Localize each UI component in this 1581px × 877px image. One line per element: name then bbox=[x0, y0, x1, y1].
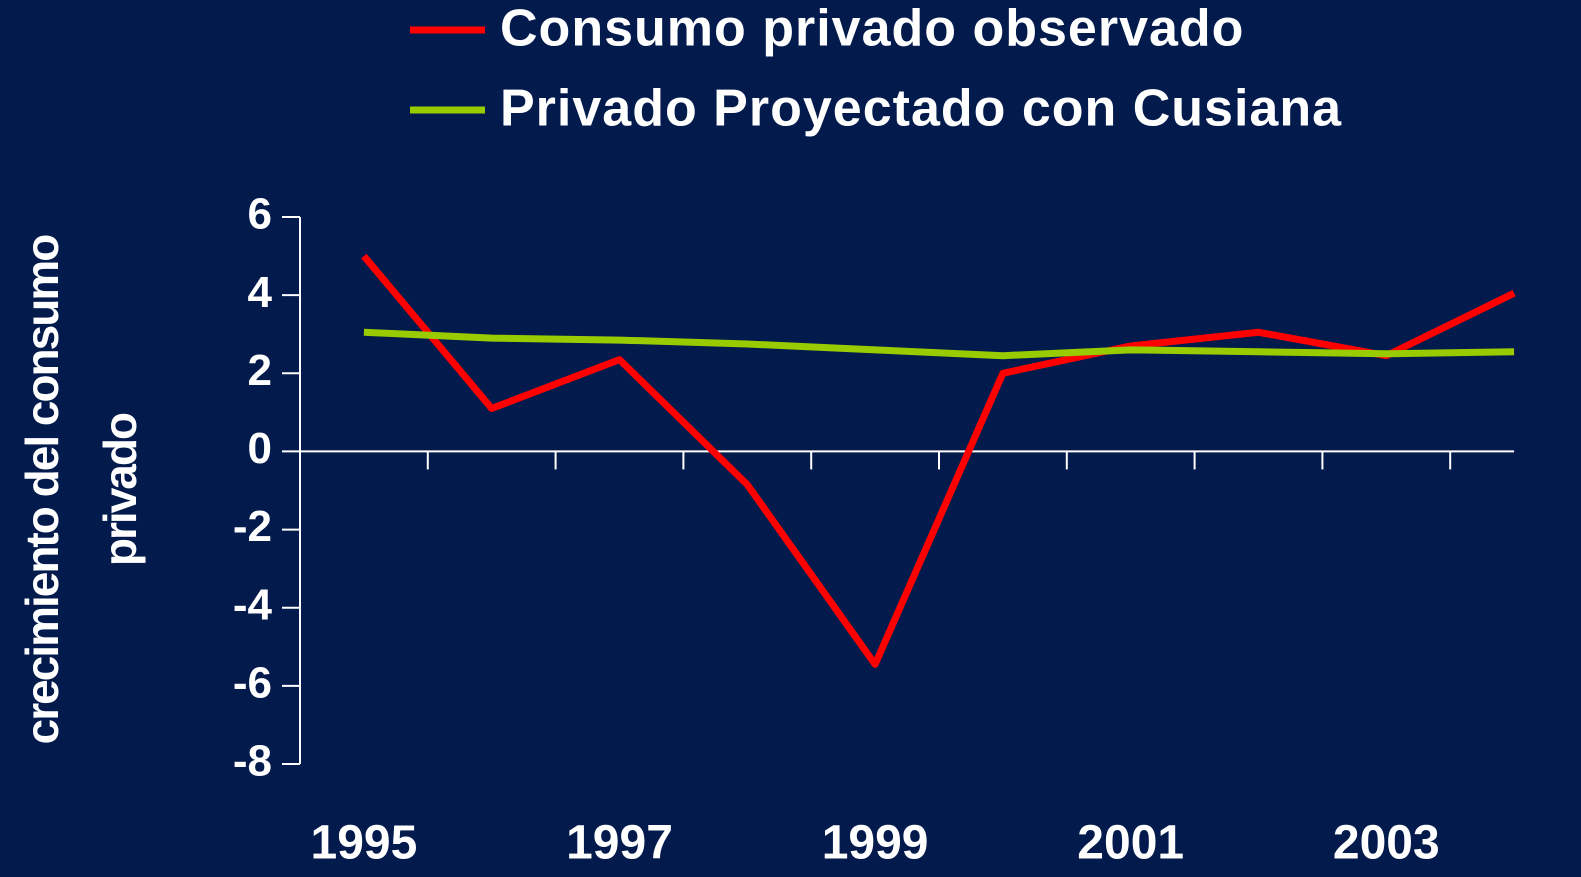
y-tick-label: 2 bbox=[248, 346, 272, 395]
y-tick-label: -4 bbox=[233, 580, 273, 629]
series-line bbox=[361, 253, 1516, 668]
x-tick-label: 2003 bbox=[1333, 817, 1440, 870]
y-axis-label: crecimiento del consumo privado bbox=[16, 235, 146, 745]
series-line bbox=[363, 328, 1515, 360]
y-tick-label: 4 bbox=[248, 268, 273, 317]
y-tick-label: -8 bbox=[233, 737, 272, 786]
x-tick-label: 1999 bbox=[822, 817, 929, 870]
y-tick-label: -2 bbox=[233, 502, 272, 551]
x-tick-label: 1997 bbox=[566, 817, 673, 870]
x-tick-label: 1995 bbox=[311, 817, 418, 870]
y-tick-label: -6 bbox=[233, 658, 272, 707]
x-tick-label: 2001 bbox=[1077, 817, 1184, 870]
y-tick-label: 0 bbox=[248, 424, 272, 473]
y-tick-label: 6 bbox=[248, 190, 272, 239]
legend-label: Privado Proyectado con Cusiana bbox=[500, 80, 1342, 138]
legend-label: Consumo privado observado bbox=[500, 0, 1244, 58]
